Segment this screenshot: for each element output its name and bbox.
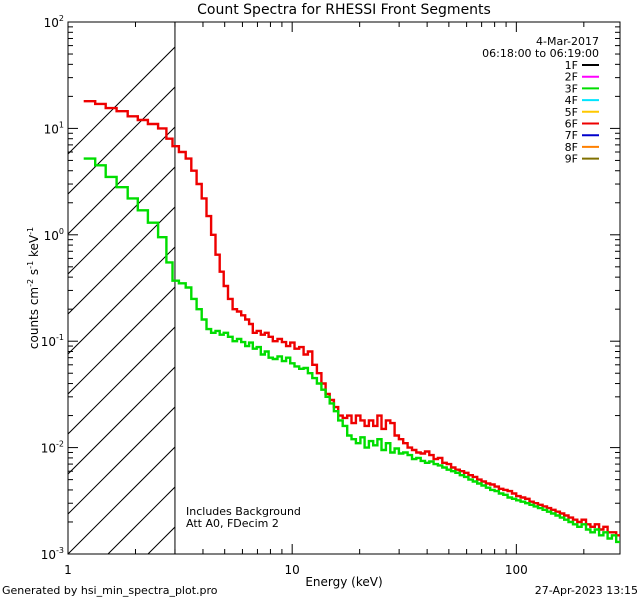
series-6f-line bbox=[83, 100, 620, 537]
series-3f-line bbox=[83, 157, 620, 544]
y-tick-label: 101 bbox=[44, 120, 64, 136]
y-axis-label-mid: s bbox=[27, 269, 41, 279]
footer-timestamp: 27-Apr-2023 13:15 bbox=[535, 584, 638, 597]
y-tick-base: 10 bbox=[44, 16, 59, 30]
annotation-attenuator: Att A0, FDecim 2 bbox=[186, 517, 279, 530]
y-tick-label: 10-1 bbox=[41, 333, 64, 349]
hatch-line bbox=[588, 0, 640, 554]
legend-label-9f: 9F bbox=[565, 153, 578, 166]
hatch-line bbox=[68, 406, 175, 515]
excluded-energy-hatching bbox=[68, 0, 640, 554]
y-tick-base: 10 bbox=[41, 335, 56, 349]
legend-label-2f: 2F bbox=[565, 71, 578, 84]
legend-label-3f: 3F bbox=[565, 82, 578, 95]
y-tick-base: 10 bbox=[41, 548, 56, 562]
y-tick-label: 10-2 bbox=[41, 440, 64, 456]
hatch-line bbox=[107, 486, 175, 554]
y-tick-label: 100 bbox=[44, 227, 64, 243]
hatch-line bbox=[68, 206, 175, 315]
hatch-line bbox=[348, 0, 640, 554]
hatch-line bbox=[308, 0, 640, 554]
hatch-line bbox=[68, 166, 175, 275]
y-axis-label-tail: keV bbox=[27, 234, 41, 261]
footer-generated-by: Generated by hsi_min_spectra_plot.pro bbox=[2, 584, 218, 597]
y-axis-label-main: counts cm bbox=[27, 287, 41, 349]
y-tick-exponent: 0 bbox=[59, 227, 64, 236]
y-axis-label-exp2: -1 bbox=[26, 261, 35, 269]
y-tick-exponent: 1 bbox=[59, 120, 64, 129]
y-tick-base: 10 bbox=[41, 442, 56, 456]
annotation-time-range: 06:18:00 to 06:19:00 bbox=[482, 47, 599, 60]
y-axis-label-exp1: -2 bbox=[26, 279, 35, 287]
hatch-line bbox=[628, 0, 640, 554]
hatch-line bbox=[68, 246, 175, 355]
legend-label-4f: 4F bbox=[565, 94, 578, 107]
legend-label-5f: 5F bbox=[565, 106, 578, 119]
series-group bbox=[83, 100, 620, 544]
y-tick-label: 10-3 bbox=[41, 546, 64, 562]
hatch-line bbox=[388, 0, 640, 554]
x-axis-label: Energy (keV) bbox=[305, 575, 382, 589]
hatch-line bbox=[228, 0, 640, 554]
y-axis-label: counts cm-2 s-1 keV-1 bbox=[26, 227, 41, 349]
hatch-line bbox=[68, 46, 175, 155]
y-tick-base: 10 bbox=[44, 229, 59, 243]
annotation-background: Includes Background bbox=[186, 505, 301, 518]
x-tick-label: 10 bbox=[285, 563, 300, 577]
annotation-date: 4-Mar-2017 bbox=[536, 35, 599, 48]
x-axis-ticks: 1 10 100 bbox=[64, 22, 585, 577]
plot-frame bbox=[67, 21, 621, 555]
y-tick-exponent: -1 bbox=[56, 333, 64, 342]
y-tick-label: 102 bbox=[44, 14, 64, 30]
hatch-line bbox=[68, 286, 175, 395]
chart-title: Count Spectra for RHESSI Front Segments bbox=[197, 2, 491, 18]
y-tick-exponent: 2 bbox=[59, 14, 64, 23]
hatch-line bbox=[68, 446, 175, 554]
y-tick-exponent: -2 bbox=[56, 440, 64, 449]
x-tick-label: 1 bbox=[64, 563, 72, 577]
hatch-line bbox=[468, 0, 640, 554]
y-tick-base: 10 bbox=[44, 122, 59, 136]
hatch-line bbox=[68, 326, 175, 435]
hatch-line bbox=[68, 86, 175, 195]
hatch-line bbox=[68, 366, 175, 475]
legend-label-6f: 6F bbox=[565, 118, 578, 131]
legend-label-7f: 7F bbox=[565, 129, 578, 142]
x-tick-label: 100 bbox=[505, 563, 528, 577]
hatch-line bbox=[548, 0, 640, 554]
legend-label-8f: 8F bbox=[565, 141, 578, 154]
y-axis-label-exp3: -1 bbox=[26, 227, 35, 235]
hatch-line bbox=[68, 126, 175, 235]
legend-label-1f: 1F bbox=[565, 59, 578, 72]
y-tick-exponent: -3 bbox=[56, 546, 64, 555]
